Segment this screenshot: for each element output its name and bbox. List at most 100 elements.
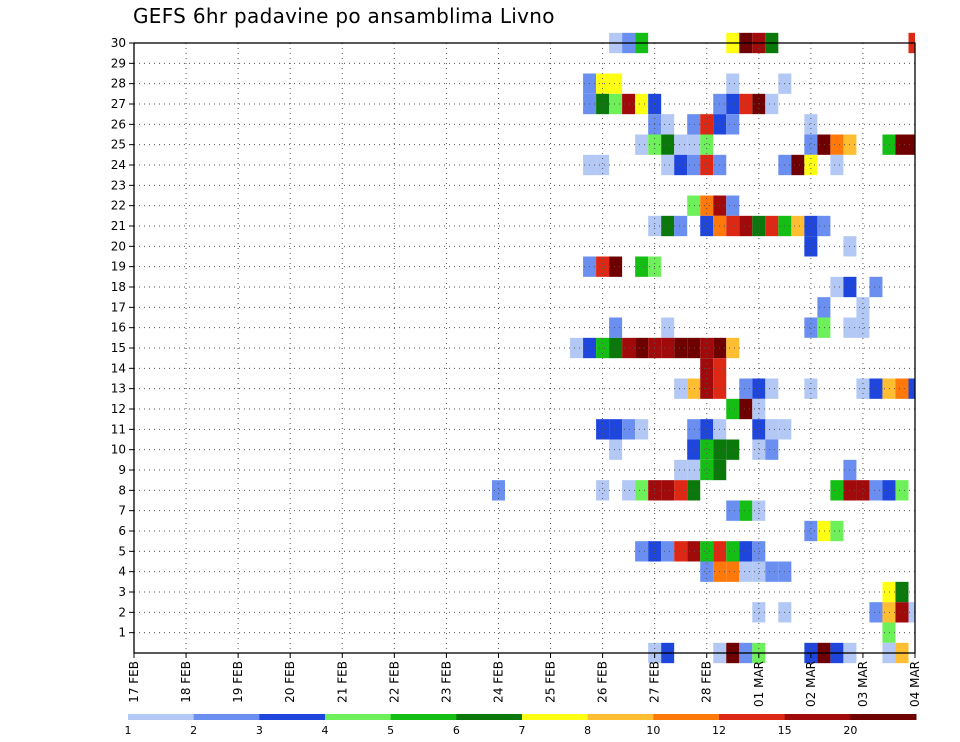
heatmap-cell <box>908 602 915 623</box>
heatmap-cell <box>687 337 701 359</box>
heatmap-cell <box>700 541 714 562</box>
heatmap-cell <box>752 561 766 582</box>
heatmap-cell <box>869 602 883 623</box>
heatmap-cell <box>661 317 675 338</box>
heatmap-cell <box>856 317 870 338</box>
y-tick-label: 14 <box>111 361 126 375</box>
legend-swatch <box>193 714 260 720</box>
x-tick-label: 28 FEB <box>700 661 714 703</box>
y-tick-label: 17 <box>111 300 126 314</box>
heatmap-cell <box>882 378 896 399</box>
heatmap-cell <box>817 297 831 318</box>
heatmap-cell <box>596 154 610 176</box>
heatmap-cell <box>661 215 675 237</box>
legend-label: 12 <box>712 724 726 737</box>
heatmap-cell <box>687 134 701 155</box>
heatmap-cell <box>869 276 883 298</box>
y-tick-label: 16 <box>111 321 126 335</box>
legend-swatch <box>850 714 917 720</box>
heatmap-cell <box>739 561 753 582</box>
heatmap-cell <box>491 480 505 501</box>
y-axis: 1234567891011121314151617181920212223242… <box>111 36 134 640</box>
heatmap-cell <box>895 480 909 501</box>
x-tick-label: 23 FEB <box>439 661 453 703</box>
heatmap-cell <box>895 134 909 155</box>
heatmap-cell <box>765 378 779 399</box>
heatmap-cell <box>726 195 740 216</box>
heatmap-cell <box>765 93 779 115</box>
y-tick-label: 30 <box>111 36 126 50</box>
heatmap-cell <box>609 256 623 277</box>
x-tick-label: 22 FEB <box>387 661 401 703</box>
legend-label: 8 <box>584 724 591 737</box>
heatmap-cell <box>882 480 896 501</box>
heatmap-cell <box>804 134 818 155</box>
heatmap-cell <box>674 337 688 359</box>
heatmap-cell <box>895 581 909 603</box>
heatmap-cell <box>882 134 896 155</box>
heatmap-cell <box>635 93 649 115</box>
y-tick-label: 15 <box>111 341 126 355</box>
heatmap-cell <box>856 480 870 501</box>
heatmap-cell <box>635 541 649 562</box>
heatmap-cell <box>700 439 714 460</box>
legend-swatch <box>522 714 589 720</box>
heatmap-cell <box>635 419 649 440</box>
legend-label: 1 <box>125 724 132 737</box>
legend-label: 7 <box>519 724 526 737</box>
x-axis: 17 FEB 18 FEB 19 FEB 20 FEB 21 FEB 22 FEB 23 F… <box>127 653 922 707</box>
heatmap-cell <box>765 215 779 237</box>
y-tick-label: 20 <box>111 239 126 253</box>
x-tick-label: 01 MAR <box>752 661 766 707</box>
legend-swatch <box>587 714 654 720</box>
heatmap-cell <box>752 215 766 237</box>
heatmap-cell <box>609 439 623 460</box>
y-tick-label: 25 <box>111 138 126 152</box>
heatmap-cell <box>752 419 766 440</box>
heatmap-cell <box>700 195 714 216</box>
heatmap-cell <box>700 215 714 237</box>
heatmap-cell <box>752 541 766 562</box>
heatmap-cell <box>609 93 623 115</box>
heatmap-cell <box>596 419 610 440</box>
heatmap-cell <box>765 419 779 440</box>
y-tick-label: 8 <box>118 483 126 497</box>
heatmap-cells <box>491 32 915 664</box>
heatmap-cell <box>791 215 805 237</box>
legend-swatch <box>128 714 195 720</box>
heatmap-cell <box>700 114 714 135</box>
heatmap-cell <box>674 459 688 481</box>
x-tick-label: 03 MAR <box>856 661 870 707</box>
heatmap-cell <box>622 337 636 359</box>
y-tick-label: 4 <box>118 565 126 579</box>
heatmap-cell <box>687 195 701 216</box>
heatmap-cell <box>869 480 883 501</box>
heatmap-cell <box>739 541 753 562</box>
heatmap-cell <box>661 337 675 359</box>
heatmap-cell <box>804 236 818 257</box>
heatmap-cell <box>739 378 753 399</box>
heatmap-cell <box>817 215 831 237</box>
y-tick-label: 7 <box>118 504 126 518</box>
heatmap-cell <box>882 602 896 623</box>
heatmap-cell <box>622 419 636 440</box>
y-tick-label: 13 <box>111 382 126 396</box>
y-tick-label: 1 <box>118 626 126 640</box>
x-tick-label: 24 FEB <box>491 661 505 703</box>
legend-label: 3 <box>256 724 263 737</box>
heatmap-cell <box>700 459 714 481</box>
heatmap-cell <box>661 134 675 155</box>
y-tick-label: 10 <box>111 443 126 457</box>
x-tick-label: 20 FEB <box>283 661 297 703</box>
heatmap-cell <box>635 337 649 359</box>
heatmap-cell <box>726 561 740 582</box>
heatmap-cell <box>817 317 831 338</box>
heatmap-cell <box>830 520 844 542</box>
y-tick-label: 11 <box>111 422 126 436</box>
heatmap-cell <box>726 398 740 420</box>
legend-label: 20 <box>843 724 857 737</box>
heatmap-cell <box>687 439 701 460</box>
y-tick-label: 29 <box>111 56 126 70</box>
heatmap-cell <box>804 317 818 338</box>
